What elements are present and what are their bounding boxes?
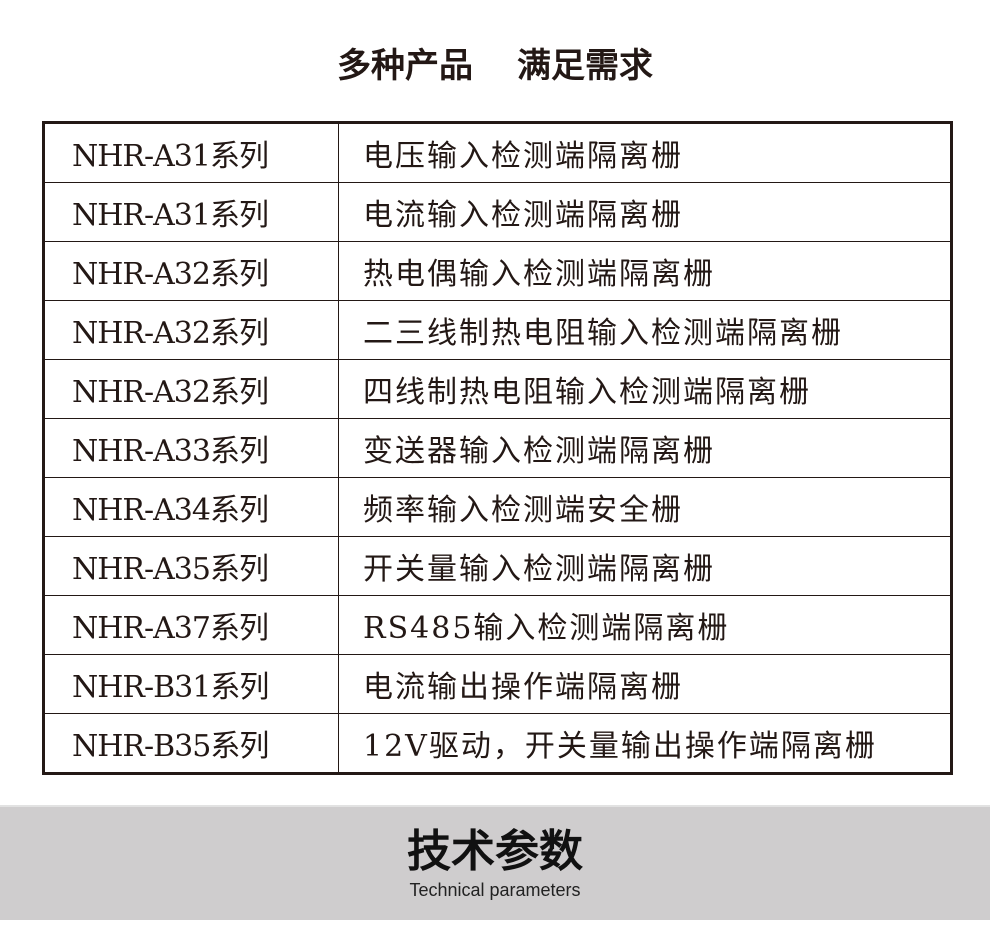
model-cell: NHR-A33系列 [43, 418, 339, 478]
model-cell: NHR-A34系列 [43, 477, 339, 537]
description-cell: 四线制热电阻输入检测端隔离栅 [338, 359, 952, 419]
table-row: NHR-A32系列 热电偶输入检测端隔离栅 [43, 241, 952, 301]
model-cell: NHR-A32系列 [43, 359, 339, 419]
table-row: NHR-A37系列 RS485输入检测端隔离栅 [43, 595, 952, 655]
model-cell: NHR-B31系列 [43, 654, 339, 714]
description-cell: 开关量输入检测端隔离栅 [338, 536, 952, 596]
title-right: 满足需求 [517, 46, 653, 86]
model-cell: NHR-A32系列 [43, 300, 339, 360]
section-banner: 技术参数 Technical parameters [0, 805, 990, 920]
page-title: 多种产品 满足需求 [0, 38, 990, 87]
description-cell: 频率输入检测端安全栅 [338, 477, 952, 537]
table-row: NHR-B35系列 12V驱动，开关量输出操作端隔离栅 [43, 713, 952, 774]
model-cell: NHR-A35系列 [43, 536, 339, 596]
description-cell: RS485输入检测端隔离栅 [338, 595, 952, 655]
description-cell: 电流输出操作端隔离栅 [338, 654, 952, 714]
product-table: NHR-A31系列 电压输入检测端隔离栅 NHR-A31系列 电流输入检测端隔离栅 NH… [42, 121, 953, 775]
section-subtitle: Technical parameters [409, 880, 581, 900]
model-cell: NHR-B35系列 [43, 713, 339, 774]
table-row: NHR-A32系列 四线制热电阻输入检测端隔离栅 [43, 359, 952, 419]
description-cell: 电流输入检测端隔离栅 [338, 182, 952, 242]
table-row: NHR-A34系列 频率输入检测端安全栅 [43, 477, 952, 537]
table-row: NHR-B31系列 电流输出操作端隔离栅 [43, 654, 952, 714]
model-cell: NHR-A32系列 [43, 241, 339, 301]
model-cell: NHR-A31系列 [43, 182, 339, 242]
table-row: NHR-A31系列 电流输入检测端隔离栅 [43, 182, 952, 242]
description-cell: 电压输入检测端隔离栅 [338, 122, 952, 183]
model-cell: NHR-A31系列 [43, 122, 339, 183]
table-row: NHR-A31系列 电压输入检测端隔离栅 [43, 122, 952, 183]
description-cell: 热电偶输入检测端隔离栅 [338, 241, 952, 301]
description-cell: 变送器输入检测端隔离栅 [338, 418, 952, 478]
title-left: 多种产品 [337, 46, 473, 86]
table-row: NHR-A32系列 二三线制热电阻输入检测端隔离栅 [43, 300, 952, 360]
table-row: NHR-A35系列 开关量输入检测端隔离栅 [43, 536, 952, 596]
table-row: NHR-A33系列 变送器输入检测端隔离栅 [43, 418, 952, 478]
section-title: 技术参数 [407, 826, 583, 877]
description-cell: 二三线制热电阻输入检测端隔离栅 [338, 300, 952, 360]
model-cell: NHR-A37系列 [43, 595, 339, 655]
description-cell: 12V驱动，开关量输出操作端隔离栅 [338, 713, 952, 774]
